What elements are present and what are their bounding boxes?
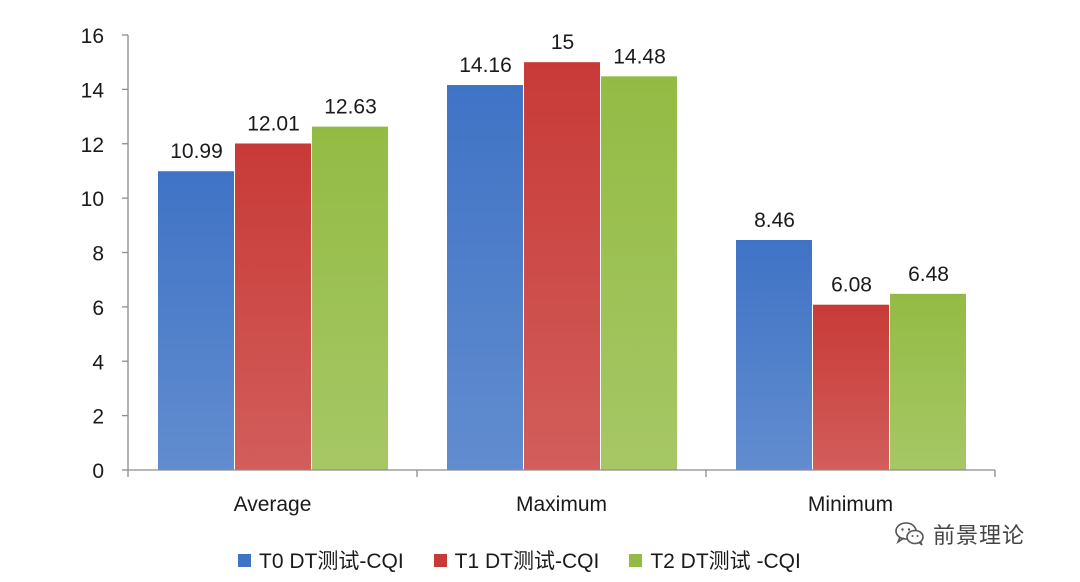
x-category-label: Average [234,493,312,516]
y-tick-label: 6 [92,297,104,320]
value-label: 6.08 [831,274,872,297]
value-label: 14.48 [613,45,666,68]
watermark: 前景理论 [895,518,1025,550]
x-axis: Average Maximum Minimum [127,469,996,516]
legend-label-t0: T0 DT测试-CQI [259,550,404,573]
value-labels: 10.99 12.01 12.63 14.16 15 14.48 8.46 6.08 6.48 [170,31,949,297]
y-tick-label: 4 [92,351,104,374]
value-label: 8.46 [754,209,795,232]
legend-label-t2: T2 DT测试 -CQI [650,550,801,573]
value-label: 14.16 [459,54,512,77]
y-tick-label: 12 [81,134,104,157]
x-category-label: Maximum [516,493,607,516]
legend-swatch-t1 [433,553,447,567]
bar-maximum-t2[interactable] [601,76,677,470]
bar-maximum-t1[interactable] [524,62,600,470]
value-label: 12.01 [247,112,300,135]
legend: T0 DT测试-CQI T1 DT测试-CQI T2 DT测试 -CQI [238,545,801,575]
value-label: 12.63 [324,96,377,119]
legend-label-t1: T1 DT测试-CQI [454,550,600,573]
legend-item-t0[interactable]: T0 DT测试-CQI [238,545,404,575]
value-label: 10.99 [170,140,223,163]
watermark-text: 前景理论 [933,524,1026,549]
legend-item-t1[interactable]: T1 DT测试-CQI [433,545,600,575]
y-axis: 0 2 4 6 8 10 12 14 16 [81,25,129,483]
bar-maximum-t0[interactable] [447,85,523,471]
wechat-icon [895,522,924,546]
bar-average-t0[interactable] [158,171,234,470]
y-tick-label: 16 [81,25,104,48]
y-tick-label: 0 [92,460,104,483]
bar-minimum-t2[interactable] [890,293,966,470]
bar-minimum-t1[interactable] [813,304,889,470]
legend-swatch-t0 [238,553,251,567]
bar-minimum-t0[interactable] [736,239,812,470]
bar-average-t2[interactable] [312,126,388,470]
y-tick-label: 14 [81,79,105,102]
bars [158,62,966,471]
legend-item-t2[interactable]: T2 DT测试 -CQI [629,545,801,575]
legend-swatch-t2 [629,553,643,567]
value-label: 15 [551,31,574,54]
y-tick-label: 10 [81,188,104,211]
bar-average-t1[interactable] [235,143,311,470]
y-tick-label: 2 [92,406,104,429]
value-label: 6.48 [908,263,949,286]
y-tick-label: 8 [92,243,104,266]
x-category-label: Minimum [808,493,893,516]
